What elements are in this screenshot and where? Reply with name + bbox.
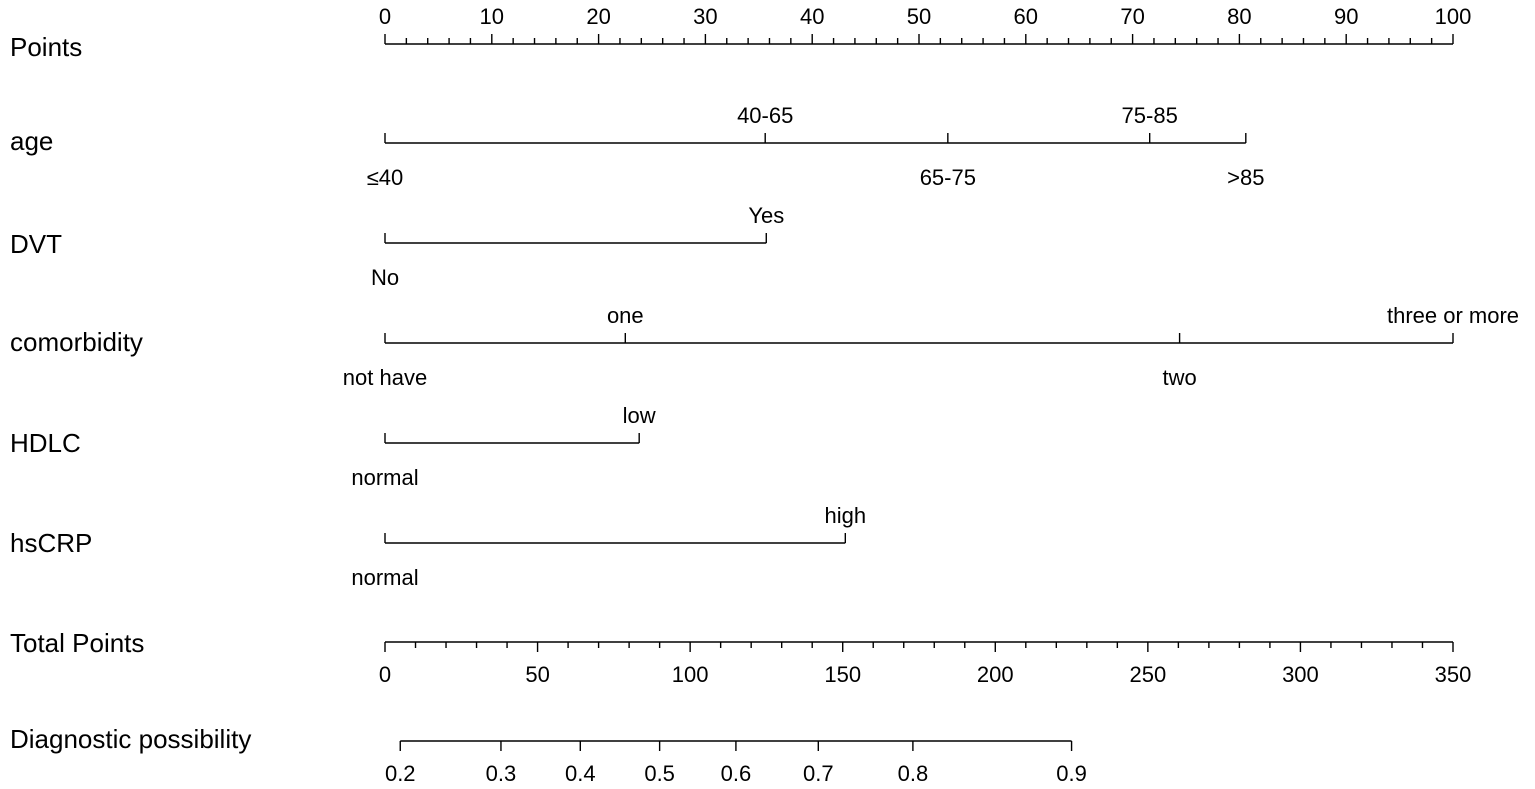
level-label: two bbox=[1162, 365, 1196, 390]
points-label: Points bbox=[10, 32, 82, 62]
level-label: high bbox=[825, 503, 867, 528]
variable-label: DVT bbox=[10, 229, 62, 259]
level-label: low bbox=[623, 403, 656, 428]
variable-row-comorbidity: comorbidity not have one two three or more bbox=[10, 303, 1519, 390]
points-tick-label: 60 bbox=[1014, 4, 1038, 29]
level-label: 75-85 bbox=[1122, 103, 1178, 128]
total-points-tick-label: 350 bbox=[1435, 662, 1472, 687]
level-label: 65-75 bbox=[920, 165, 976, 190]
total-points-tick-label: 150 bbox=[824, 662, 861, 687]
total-points-tick-label: 50 bbox=[525, 662, 549, 687]
variable-label: HDLC bbox=[10, 428, 81, 458]
probability-tick-label: 0.3 bbox=[486, 761, 517, 786]
probability-tick-label: 0.9 bbox=[1056, 761, 1087, 786]
level-label: one bbox=[607, 303, 644, 328]
level-label: >85 bbox=[1227, 165, 1264, 190]
level-label: not have bbox=[343, 365, 427, 390]
variable-row-hdlc: HDLC normal low bbox=[10, 403, 656, 490]
points-tick-label: 10 bbox=[480, 4, 504, 29]
points-tick-label: 40 bbox=[800, 4, 824, 29]
probability-tick-label: 0.5 bbox=[644, 761, 675, 786]
variable-label: hsCRP bbox=[10, 528, 92, 558]
probability-tick-label: 0.8 bbox=[898, 761, 929, 786]
level-label: normal bbox=[351, 565, 418, 590]
points-tick-label: 80 bbox=[1227, 4, 1251, 29]
points-tick-label: 30 bbox=[693, 4, 717, 29]
level-label: Yes bbox=[748, 203, 784, 228]
level-label: No bbox=[371, 265, 399, 290]
total-points-row: Total Points 0 50 100 150 200 250 300 350 bbox=[10, 628, 1471, 687]
points-tick-label: 0 bbox=[379, 4, 391, 29]
points-tick-label: 100 bbox=[1435, 4, 1472, 29]
total-points-tick-label: 100 bbox=[672, 662, 709, 687]
points-tick-label: 50 bbox=[907, 4, 931, 29]
probability-tick-label: 0.2 bbox=[385, 761, 416, 786]
variable-label: age bbox=[10, 126, 53, 156]
probability-label: Diagnostic possibility bbox=[10, 724, 251, 754]
probability-row: Diagnostic possibility 0.2 0.3 0.4 0.5 0.6 0.7… bbox=[10, 724, 1087, 786]
total-points-tick-label: 300 bbox=[1282, 662, 1319, 687]
probability-tick-label: 0.6 bbox=[721, 761, 752, 786]
points-tick-label: 90 bbox=[1334, 4, 1358, 29]
variable-row-dvt: DVT No Yes bbox=[10, 203, 784, 290]
variable-label: comorbidity bbox=[10, 327, 143, 357]
probability-tick-label: 0.7 bbox=[803, 761, 834, 786]
total-points-tick-label: 250 bbox=[1129, 662, 1166, 687]
variable-row-age: age ≤40 40-65 65-75 75-85 >85 bbox=[10, 103, 1264, 190]
total-points-tick-label: 0 bbox=[379, 662, 391, 687]
level-label: 40-65 bbox=[737, 103, 793, 128]
probability-tick-label: 0.4 bbox=[565, 761, 596, 786]
points-tick-label: 20 bbox=[586, 4, 610, 29]
total-points-tick-label: 200 bbox=[977, 662, 1014, 687]
points-tick-label: 70 bbox=[1120, 4, 1144, 29]
points-row: Points 0 10 20 30 40 50 60 70 80 90 100 bbox=[10, 4, 1471, 62]
variable-row-hscrp: hsCRP normal high bbox=[10, 503, 866, 590]
level-label: ≤40 bbox=[367, 165, 404, 190]
total-points-label: Total Points bbox=[10, 628, 144, 658]
level-label: normal bbox=[351, 465, 418, 490]
level-label: three or more bbox=[1387, 303, 1519, 328]
